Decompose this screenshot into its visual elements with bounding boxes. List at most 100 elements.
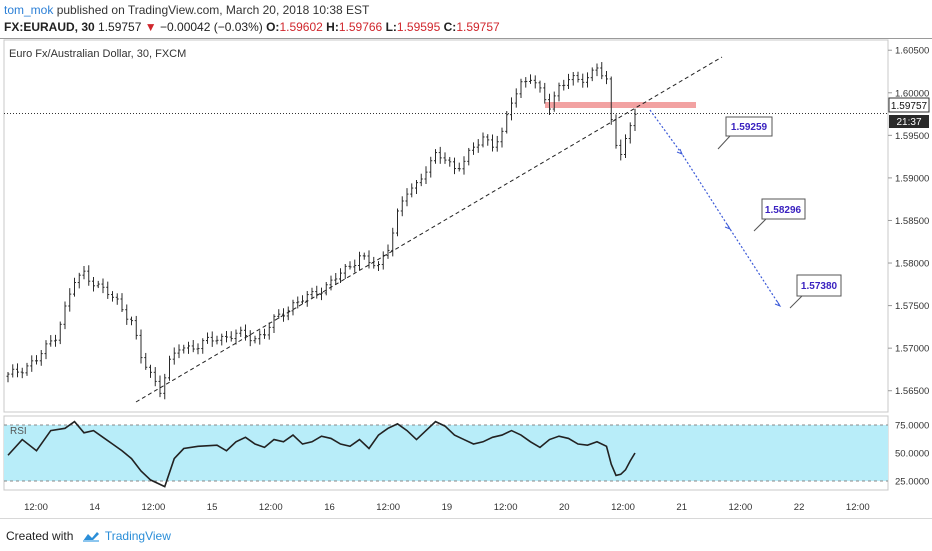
target-callout-2[interactable]: 1.58296 xyxy=(753,198,806,232)
price-tick-label: 1.60500 xyxy=(895,46,929,57)
price-bar xyxy=(16,363,19,378)
open-value: 1.59602 xyxy=(279,20,323,34)
price-bar xyxy=(191,340,195,353)
target-label-1: 1.59259 xyxy=(731,122,768,133)
rsi-tick-label: 75.0000 xyxy=(895,420,929,431)
time-axis[interactable]: 12:00 14 12:00 15 12:00 16 12:00 19 12:00 20 12:00… xyxy=(24,502,870,513)
price-bar xyxy=(25,362,29,376)
price-bar xyxy=(44,340,48,360)
price-bar xyxy=(201,338,205,354)
price-axis[interactable]: 1.60500 1.60000 1.59500 1.59000 1.58500 1.580… xyxy=(888,46,929,398)
price-bar xyxy=(415,180,418,195)
price-bar xyxy=(149,364,152,378)
price-bar xyxy=(215,335,219,345)
price-bar xyxy=(571,72,575,86)
time-tick-label: 16 xyxy=(324,502,335,513)
price-bar xyxy=(267,322,271,340)
price-bar xyxy=(486,134,490,146)
price-tick-label: 1.56500 xyxy=(895,386,929,397)
tradingview-brand-link[interactable]: TradingView xyxy=(104,529,171,543)
target-callout-1[interactable]: 1.59259 xyxy=(717,116,773,150)
price-bar xyxy=(125,304,129,325)
resistance-zone[interactable] xyxy=(545,102,696,108)
price-tick-label: 1.57500 xyxy=(895,301,929,312)
last-price-tag-text: 1.59757 xyxy=(891,101,928,112)
price-bar xyxy=(163,373,167,400)
last-price-tag: 1.59757 xyxy=(888,97,930,113)
author-link[interactable]: tom_mok xyxy=(4,3,54,17)
price-tick-label: 1.58500 xyxy=(895,216,929,227)
price-bar xyxy=(405,188,409,207)
price-bar xyxy=(334,272,338,285)
price-bar xyxy=(225,331,228,343)
rsi-band xyxy=(4,424,888,482)
low-label: L: xyxy=(385,20,397,34)
price-bar xyxy=(63,301,67,330)
price-bar xyxy=(510,97,513,121)
price-bar xyxy=(586,72,589,88)
price-bar xyxy=(30,355,34,372)
price-bar xyxy=(548,93,551,115)
time-tick-label: 12:00 xyxy=(376,502,400,513)
price-tick-label: 1.60000 xyxy=(895,88,929,99)
price-bar xyxy=(500,127,504,148)
price-bar xyxy=(248,330,252,347)
price-bar xyxy=(6,371,10,383)
price-bar xyxy=(495,135,499,152)
price-bar xyxy=(557,82,561,102)
price-bar xyxy=(296,296,300,309)
projection-path[interactable] xyxy=(649,109,781,307)
created-with: Created with TradingView xyxy=(6,529,171,543)
low-value: 1.59595 xyxy=(396,20,441,34)
countdown-tag: 21:37 xyxy=(889,115,929,128)
time-tick-label: 22 xyxy=(794,502,805,513)
price-bar xyxy=(87,265,91,286)
price-bar xyxy=(348,261,352,270)
price-bar xyxy=(115,293,119,305)
price-bar xyxy=(253,335,257,344)
time-tick-label: 19 xyxy=(442,502,453,513)
chart-area[interactable]: 1.60500 1.60000 1.59500 1.59000 1.58500 1.580… xyxy=(0,38,932,518)
price-bar xyxy=(429,156,433,178)
price-bar xyxy=(529,74,532,84)
trendline[interactable] xyxy=(135,56,723,403)
price-bar xyxy=(35,355,38,365)
price-tick-label: 1.59000 xyxy=(895,173,929,184)
price-bar xyxy=(419,173,423,187)
rsi-axis: 75.0000 50.0000 25.0000 xyxy=(895,420,929,487)
tradingview-logo-icon[interactable] xyxy=(82,531,99,542)
price-bar xyxy=(49,335,53,347)
price-bar xyxy=(130,316,133,326)
time-tick-label: 12:00 xyxy=(729,502,753,513)
price-bar xyxy=(111,291,114,302)
price-bar xyxy=(600,62,604,80)
symbol-label[interactable]: FX:EURAUD, 30 xyxy=(4,20,95,34)
projection-arrow-icon xyxy=(724,223,732,231)
price-bar xyxy=(472,142,475,155)
price-bar xyxy=(206,332,209,344)
target-label-2: 1.58296 xyxy=(765,205,802,216)
price-bar xyxy=(291,299,295,316)
projection-arrow-icon xyxy=(774,300,782,308)
price-bar xyxy=(358,251,361,271)
price-pane[interactable] xyxy=(3,39,889,413)
chart-canvas[interactable]: 1.60500 1.60000 1.59500 1.59000 1.58500 1.580… xyxy=(0,38,932,518)
price-bar xyxy=(77,272,81,289)
created-with-text: Created with xyxy=(6,529,74,543)
price-bar xyxy=(524,77,528,88)
price-bar xyxy=(514,88,518,108)
price-bar xyxy=(92,277,95,292)
price-bar xyxy=(339,268,342,283)
price-bar xyxy=(386,244,390,259)
target-callout-3[interactable]: 1.57380 xyxy=(789,274,842,309)
price-bar xyxy=(277,309,281,319)
price-bar xyxy=(258,330,262,345)
high-label: H: xyxy=(326,20,339,34)
down-arrow-icon: ▼ xyxy=(144,20,157,34)
price-bar xyxy=(628,122,632,144)
price-bar xyxy=(187,341,190,354)
high-value: 1.59766 xyxy=(338,20,383,34)
open-label: O: xyxy=(266,20,280,34)
price-bar xyxy=(562,79,566,91)
rsi-tick-label: 25.0000 xyxy=(895,477,929,488)
